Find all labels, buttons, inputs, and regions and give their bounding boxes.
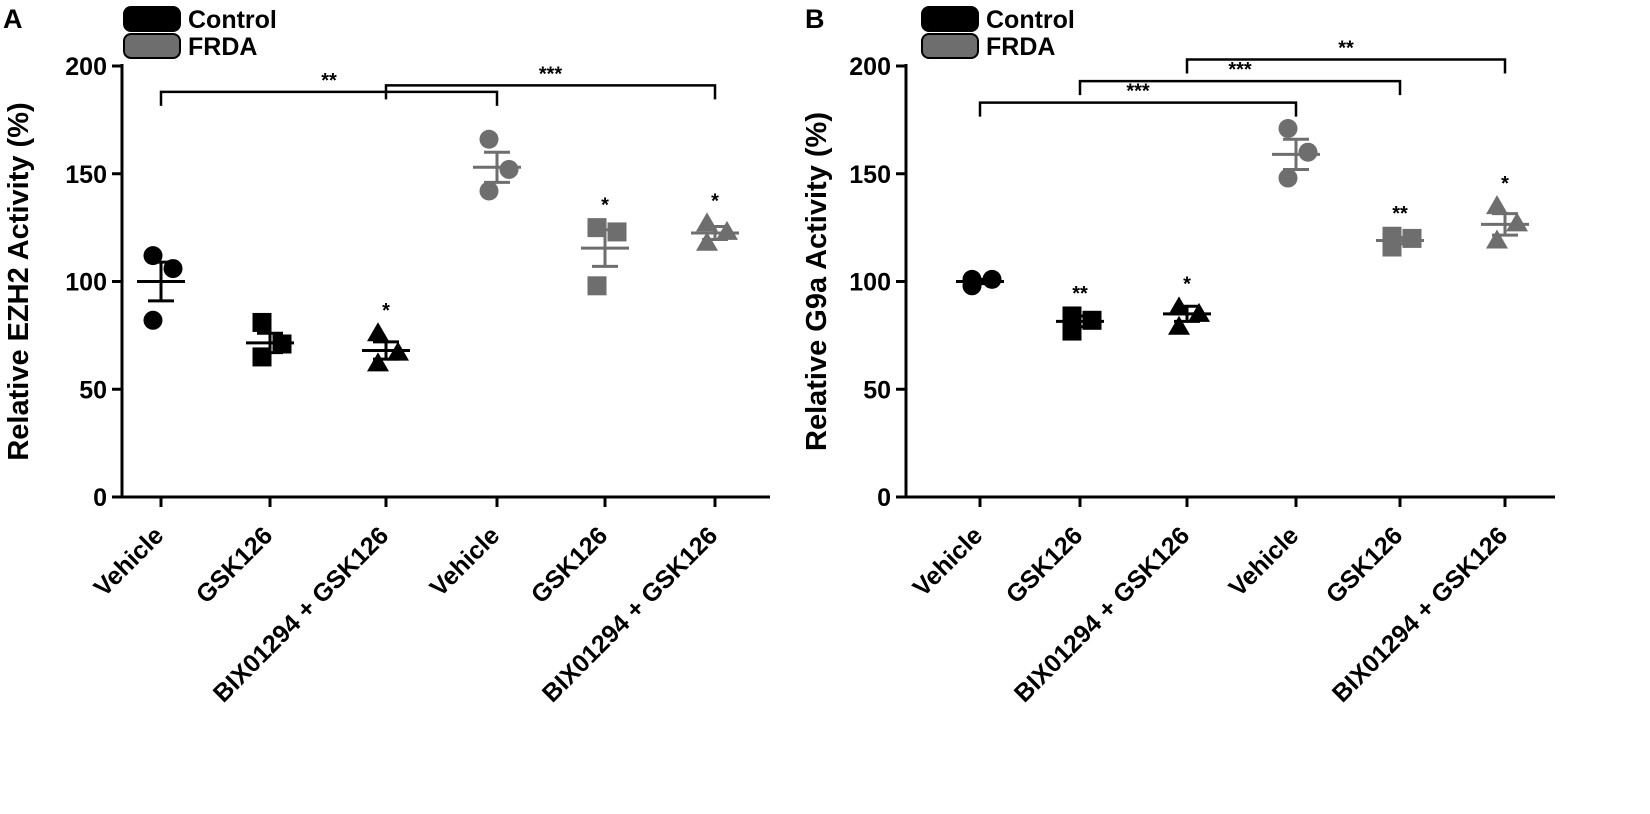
data-point-circle xyxy=(499,159,519,179)
x-tick-label: Vehicle xyxy=(1224,521,1305,602)
data-point-circle xyxy=(1278,168,1298,188)
data-point-triangle xyxy=(367,322,389,342)
data-point-square xyxy=(587,276,607,296)
legend-swatch-control xyxy=(123,6,181,32)
significance-marker: * xyxy=(1501,173,1509,195)
x-tick-label: BIX01294 + GSK126 xyxy=(1327,521,1513,707)
significance-marker: * xyxy=(1183,273,1191,295)
data-point-square xyxy=(607,222,627,242)
x-tick-label: Vehicle xyxy=(425,521,506,602)
comparison-label: *** xyxy=(539,63,563,85)
legend-label-control: Control xyxy=(188,6,277,34)
y-tick-label: 0 xyxy=(877,484,891,512)
comparison-label: *** xyxy=(1228,59,1252,81)
comparison-bracket xyxy=(978,101,1298,117)
panel-label: A xyxy=(3,4,23,34)
legend-label-control: Control xyxy=(986,6,1075,34)
y-tick-label: 200 xyxy=(849,53,891,81)
x-tick-label: Vehicle xyxy=(908,521,989,602)
x-tick-label: BIX01294 + GSK126 xyxy=(1009,521,1195,707)
comparison-label: ** xyxy=(321,70,337,92)
comparison-label: *** xyxy=(1126,81,1150,103)
data-point-square xyxy=(1382,237,1402,257)
comparison-bracket xyxy=(159,90,499,106)
significance-marker: * xyxy=(601,195,609,217)
data-point-circle xyxy=(479,129,499,149)
data-point-triangle xyxy=(1486,229,1508,249)
legend-swatch-control xyxy=(921,6,979,32)
data-point-circle xyxy=(1298,142,1318,162)
data-point-triangle xyxy=(696,231,718,251)
y-tick-label: 50 xyxy=(79,376,107,404)
legend-label-frda: FRDA xyxy=(986,33,1055,61)
panel-label: B xyxy=(805,4,825,34)
data-point-triangle xyxy=(1486,195,1508,215)
y-axis-title: Relative EZH2 Activity (%) xyxy=(3,102,35,460)
data-point-triangle xyxy=(367,352,389,372)
data-point-triangle xyxy=(1168,315,1190,335)
y-tick-label: 150 xyxy=(849,161,891,189)
x-tick-label: GSK126 xyxy=(191,521,279,609)
x-tick-label: GSK126 xyxy=(1001,521,1089,609)
data-point-square xyxy=(252,312,272,332)
legend-label-frda: FRDA xyxy=(188,33,257,61)
y-tick-label: 200 xyxy=(65,53,107,81)
data-point-triangle xyxy=(1506,212,1528,232)
data-point-circle xyxy=(143,246,163,266)
x-tick-label: GSK126 xyxy=(1321,521,1409,609)
legend-swatch-frda xyxy=(123,33,181,59)
data-point-square xyxy=(587,218,607,238)
data-point-circle xyxy=(1278,118,1298,138)
comparison-label: ** xyxy=(1338,38,1354,60)
significance-marker: ** xyxy=(1392,203,1408,225)
data-point-triangle xyxy=(716,220,738,240)
data-point-circle xyxy=(163,259,183,279)
legend-swatch-frda xyxy=(921,33,979,59)
y-tick-label: 100 xyxy=(65,269,107,297)
data-point-circle xyxy=(479,181,499,201)
significance-marker: * xyxy=(711,190,719,212)
x-tick-label: GSK126 xyxy=(526,521,614,609)
y-tick-label: 100 xyxy=(849,269,891,297)
y-tick-label: 0 xyxy=(93,484,107,512)
data-point-circle xyxy=(143,310,163,330)
significance-marker: ** xyxy=(1072,283,1088,305)
y-tick-label: 150 xyxy=(65,161,107,189)
y-tick-label: 50 xyxy=(863,376,891,404)
comparison-bracket xyxy=(1078,79,1402,96)
y-axis-title: Relative G9a Activity (%) xyxy=(801,112,833,451)
significance-marker: * xyxy=(382,300,390,322)
x-tick-label: Vehicle xyxy=(89,521,170,602)
comparison-bracket xyxy=(1185,58,1507,74)
comparison-bracket xyxy=(384,84,717,100)
